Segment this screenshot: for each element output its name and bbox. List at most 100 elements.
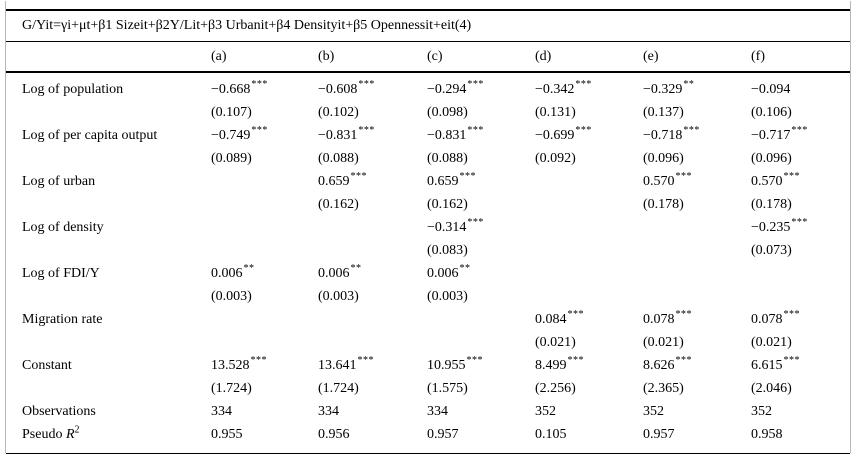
coef-value: −0.831: [318, 127, 358, 143]
column-header-row: (a) (b) (c) (d) (e) (f): [6, 42, 850, 73]
significance-stars: ***: [791, 216, 808, 228]
equation-header: G/Yit=γi+μt+β1 Sizeit+β2Y/Lit+β3 Urbanit…: [6, 11, 850, 42]
se-cell: [427, 331, 535, 354]
coef-cell: 0.006**: [318, 262, 427, 285]
column-header-a: (a): [211, 42, 318, 73]
stat-value: 352: [535, 403, 556, 419]
stat-label: Observations: [6, 400, 211, 423]
coef-cell: 0.078***: [751, 308, 850, 331]
variable-label: Log of population: [22, 81, 124, 97]
coef-cell: −0.831***: [318, 124, 427, 147]
table-body: Log of population −0.668*** −0.608*** −0.29…: [6, 72, 850, 446]
se-cell: (0.162): [318, 196, 359, 212]
coef-cell: [211, 170, 318, 193]
se-cell: (0.021): [643, 334, 684, 350]
coef-value: 8.626: [643, 357, 675, 373]
coef-cell: −0.342***: [535, 72, 643, 101]
significance-stars: ***: [358, 124, 375, 136]
stat-row: Observations 334 334 334 352 352 352: [6, 400, 850, 423]
se-cell: (0.073): [751, 242, 792, 258]
empty-label-cell: [6, 285, 211, 308]
coef-cell: −0.717***: [751, 124, 850, 147]
coef-value: 0.570: [643, 173, 675, 189]
significance-stars: ***: [575, 124, 592, 136]
se-cell: (0.003): [211, 288, 252, 304]
significance-stars: ***: [783, 170, 800, 182]
coef-value: 0.570: [751, 173, 783, 189]
se-row: (0.107) (0.102) (0.098) (0.131) (0.137) (0.10…: [6, 101, 850, 124]
significance-stars: ***: [251, 78, 268, 90]
se-cell: (0.083): [427, 242, 468, 258]
se-cell: (0.106): [751, 104, 792, 120]
significance-stars: ***: [683, 124, 700, 136]
se-cell: (0.107): [211, 104, 252, 120]
coef-cell: 0.006**: [427, 262, 535, 285]
coef-value: −0.314: [427, 219, 467, 235]
empty-label-cell: [6, 239, 211, 262]
coef-value: −0.831: [427, 127, 467, 143]
stat-value: 0.955: [211, 426, 243, 442]
variable-label: Constant: [22, 357, 72, 373]
significance-stars: ***: [467, 78, 484, 90]
significance-stars: **: [683, 78, 695, 90]
coef-cell: 0.570***: [643, 170, 751, 193]
significance-stars: ***: [467, 124, 484, 136]
se-cell: (0.021): [535, 334, 576, 350]
variable-label: Log of per capita output: [22, 127, 158, 143]
se-cell: [535, 193, 643, 216]
coef-cell: −0.314***: [427, 216, 535, 239]
coef-cell: 8.499***: [535, 354, 643, 377]
coef-cell: −0.749***: [211, 124, 318, 147]
coef-cell: 0.659***: [318, 170, 427, 193]
coef-value: 0.084: [535, 311, 567, 327]
coef-cell: [535, 170, 643, 193]
coef-value: 0.078: [643, 311, 675, 327]
significance-stars: ***: [567, 354, 584, 366]
se-cell: (0.178): [751, 196, 792, 212]
se-cell: [211, 239, 318, 262]
significance-stars: ***: [567, 308, 584, 320]
stat-value: 0.105: [535, 426, 567, 442]
se-row: (0.021) (0.021) (0.021): [6, 331, 850, 354]
coef-cell: 0.078***: [643, 308, 751, 331]
significance-stars: **: [243, 262, 255, 274]
se-cell: (0.088): [318, 150, 359, 166]
se-row: (0.083) (0.073): [6, 239, 850, 262]
se-cell: (1.724): [211, 380, 252, 396]
coef-cell: −0.294***: [427, 72, 535, 101]
stat-value: 0.957: [643, 426, 675, 442]
coef-cell: [643, 216, 751, 239]
stat-label-superscript: 2: [74, 423, 80, 435]
coef-value: 0.078: [751, 311, 783, 327]
coef-value: −0.668: [211, 81, 251, 97]
coef-value: 0.659: [318, 173, 350, 189]
stat-value: 0.956: [318, 426, 350, 442]
stat-label-text: Pseudo: [22, 426, 66, 442]
coef-value: −0.749: [211, 127, 251, 143]
empty-header-cell: [6, 42, 211, 73]
coef-row: Log of population −0.668*** −0.608*** −0.29…: [6, 72, 850, 101]
significance-stars: ***: [575, 78, 592, 90]
coef-row: Log of density −0.314*** −0.235***: [6, 216, 850, 239]
se-row: (1.724) (1.724) (1.575) (2.256) (2.365) (2.04…: [6, 377, 850, 400]
variable-label: Migration rate: [22, 311, 103, 327]
coef-value: −0.342: [535, 81, 575, 97]
stat-label-italic: R: [65, 426, 75, 442]
coef-row: Log of FDI/Y 0.006** 0.006** 0.006**: [6, 262, 850, 285]
column-header-d: (d): [535, 42, 643, 73]
coef-cell: −0.718***: [643, 124, 751, 147]
significance-stars: ***: [250, 354, 267, 366]
se-cell: (0.088): [427, 150, 468, 166]
se-cell: (1.724): [318, 380, 359, 396]
significance-stars: ***: [675, 170, 692, 182]
coef-value: −0.294: [427, 81, 467, 97]
column-header-e: (e): [643, 42, 751, 73]
regression-table: (a) (b) (c) (d) (e) (f) Log of populatio…: [6, 42, 850, 446]
se-cell: (0.137): [643, 104, 684, 120]
column-header-c: (c): [427, 42, 535, 73]
empty-label-cell: [6, 377, 211, 400]
coef-value: 13.528: [211, 357, 250, 373]
coef-row: Constant 13.528*** 13.641*** 10.955*** 8.499…: [6, 354, 850, 377]
stat-value: 352: [643, 403, 664, 419]
variable-label: Log of FDI/Y: [22, 265, 100, 281]
